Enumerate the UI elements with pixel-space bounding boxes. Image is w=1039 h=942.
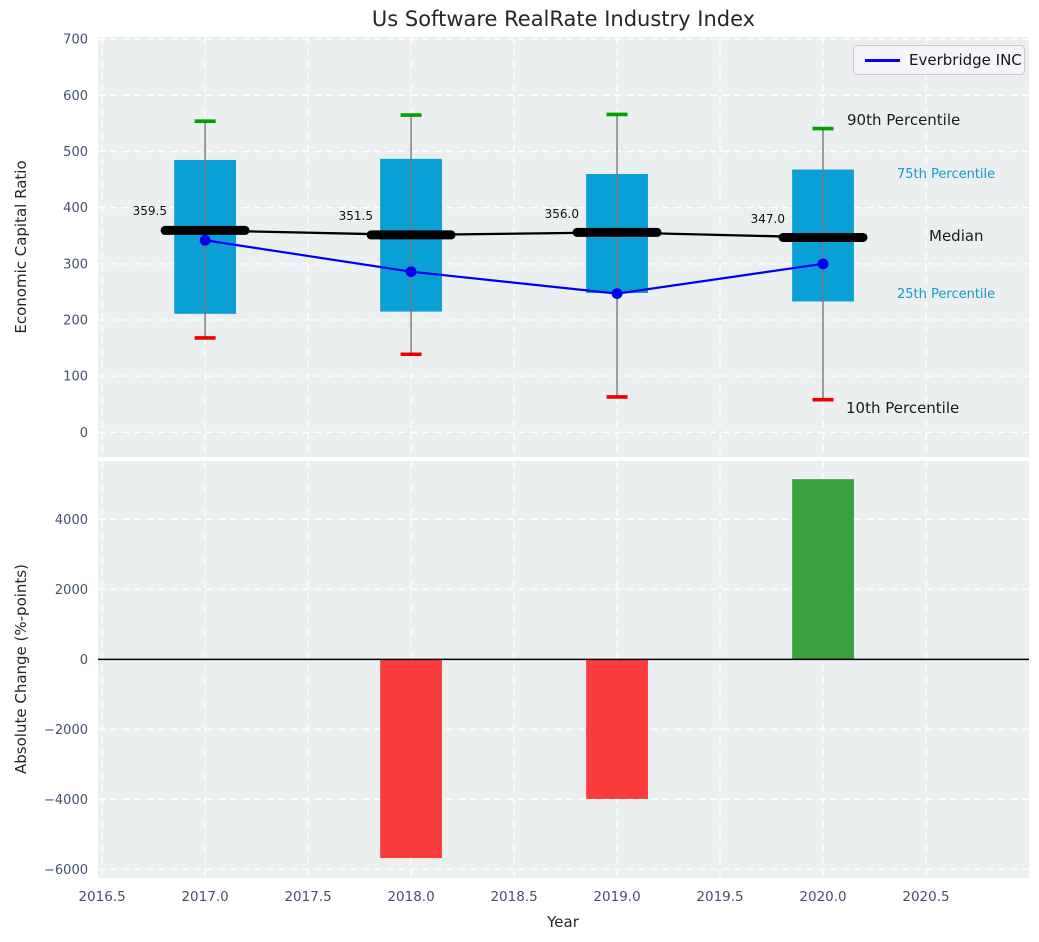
x-axis-label: Year [547, 913, 579, 931]
median-value-label-2018: 351.5 [338, 209, 373, 223]
annotation-median: Median [929, 227, 984, 245]
y-tick-label-top: 700 [63, 33, 88, 48]
top-panel-background [98, 37, 1029, 457]
legend-label: Everbridge INC [909, 51, 1022, 69]
company-point-2018 [405, 266, 417, 278]
x-tick-label: 2018.0 [387, 889, 434, 905]
y-tick-label-top: 200 [63, 313, 88, 328]
median-value-label-2017: 359.5 [132, 204, 167, 218]
company-line [204, 239, 824, 295]
y-tick-label-bottom: −4000 [44, 793, 88, 808]
company-point-2017 [199, 234, 211, 246]
x-tick-label: 2017.0 [181, 889, 228, 905]
median-value-label-2020: 347.0 [750, 212, 785, 226]
company-point-2019 [611, 288, 623, 300]
y-tick-label-top: 100 [63, 370, 88, 385]
y-tick-label-top: 600 [63, 89, 88, 104]
company-point-2020 [817, 258, 829, 270]
x-tick-label: 2018.5 [490, 889, 537, 905]
annotation-25th-percentile: 25th Percentile [897, 287, 996, 302]
annotation-10th-percentile: 10th Percentile [846, 399, 960, 417]
y-tick-label-bottom: 0 [80, 653, 88, 668]
legend: Everbridge INC [853, 45, 1025, 75]
y-tick-label-top: 0 [80, 426, 88, 441]
median-trend-line [205, 229, 824, 239]
annotation-90th-percentile: 90th Percentile [847, 111, 961, 129]
x-tick-label: 2017.5 [284, 889, 331, 905]
x-tick-label: 2020.0 [799, 889, 846, 905]
y-axis-label-bottom: Absolute Change (%-points) [12, 564, 30, 774]
y-tick-label-bottom: 4000 [55, 513, 88, 528]
annotation-75th-percentile: 75th Percentile [897, 167, 996, 182]
y-tick-label-bottom: −6000 [44, 863, 88, 878]
median-value-label-2019: 356.0 [544, 207, 579, 221]
bar-2019 [586, 659, 648, 799]
x-tick-label: 2019.5 [696, 889, 743, 905]
chart-title: Us Software RealRate Industry Index [371, 7, 756, 31]
y-tick-label-top: 300 [63, 257, 88, 272]
x-tick-label: 2019.0 [593, 889, 640, 905]
bar-2020 [792, 479, 854, 660]
x-tick-label: 2020.5 [902, 889, 949, 905]
bar-2018 [380, 659, 442, 859]
y-tick-label-bottom: 2000 [55, 583, 88, 598]
y-tick-label-bottom: −2000 [44, 723, 88, 738]
y-tick-label-top: 400 [63, 201, 88, 216]
y-axis-label-top: Economic Capital Ratio [12, 160, 30, 334]
y-tick-label-top: 500 [63, 145, 88, 160]
legend-line-sample-icon [865, 58, 900, 62]
bottom-panel-background [98, 461, 1029, 878]
x-tick-label: 2016.5 [78, 889, 125, 905]
